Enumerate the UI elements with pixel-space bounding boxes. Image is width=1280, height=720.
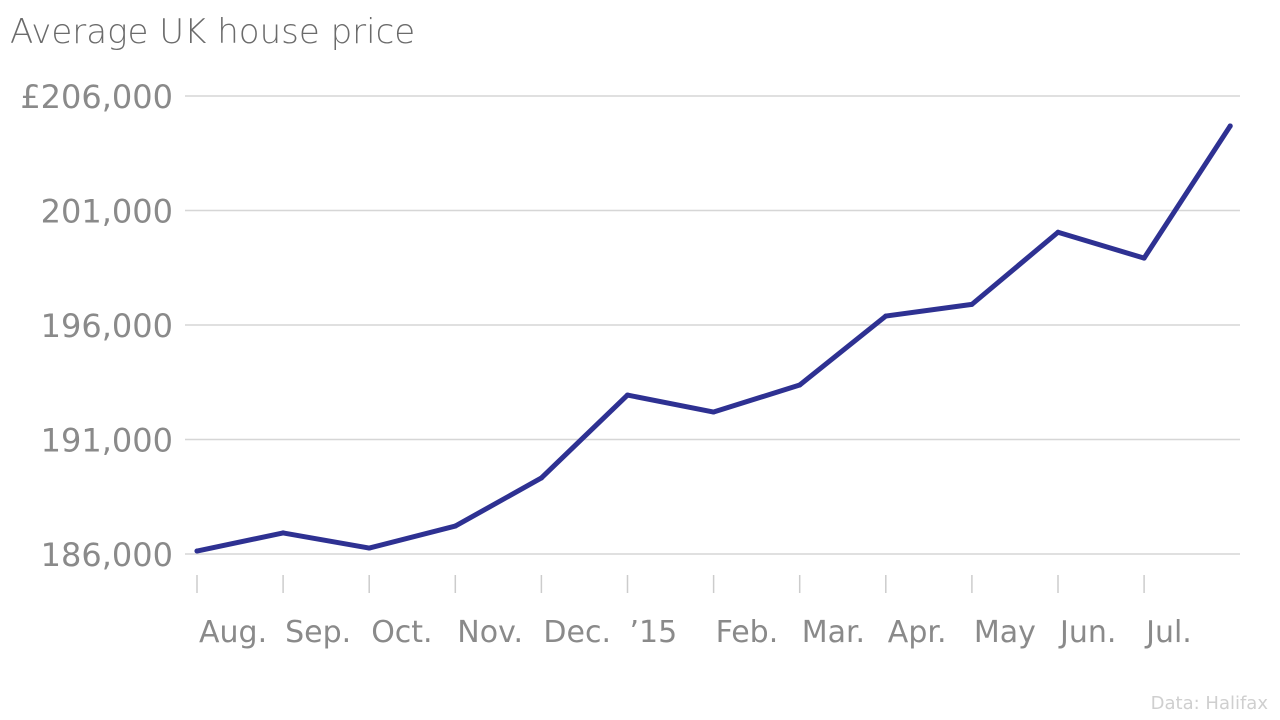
data-point	[625, 392, 630, 398]
data-point	[969, 301, 975, 307]
x-tick-label: Apr.	[888, 615, 947, 650]
data-point	[1227, 123, 1233, 129]
x-tick-label: Jul.	[1144, 615, 1192, 650]
x-tick-label: Oct.	[371, 615, 432, 650]
chart-title: Average UK house price	[10, 12, 416, 52]
y-tick-label: 201,000	[41, 193, 173, 231]
data-point	[883, 313, 889, 319]
y-tick-label: 196,000	[41, 307, 173, 345]
y-tick-label: 186,000	[41, 536, 173, 574]
data-point	[711, 409, 717, 415]
data-point	[280, 530, 286, 536]
x-tick-label: Aug.	[199, 615, 267, 650]
data-point	[538, 475, 544, 481]
data-point	[1055, 229, 1061, 235]
data-point	[194, 548, 200, 554]
data-point	[366, 545, 372, 551]
x-tick-label: Mar.	[802, 615, 865, 650]
x-tick-label: Feb.	[716, 615, 779, 650]
y-tick-label: 191,000	[41, 422, 173, 460]
data-source: Data: Halifax	[1150, 693, 1268, 714]
x-tick-label: Dec.	[543, 615, 611, 650]
x-tick-label: Sep.	[285, 615, 351, 650]
y-tick-label: £206,000	[20, 78, 173, 116]
data-point	[797, 382, 803, 388]
data-point	[452, 523, 458, 529]
x-tick-label: May	[974, 615, 1036, 650]
data-point	[1141, 255, 1147, 261]
x-tick-label: ’15	[630, 615, 678, 650]
x-tick-label: Jun.	[1058, 615, 1116, 650]
x-tick-label: Nov.	[457, 615, 523, 650]
series-line	[194, 123, 1233, 554]
